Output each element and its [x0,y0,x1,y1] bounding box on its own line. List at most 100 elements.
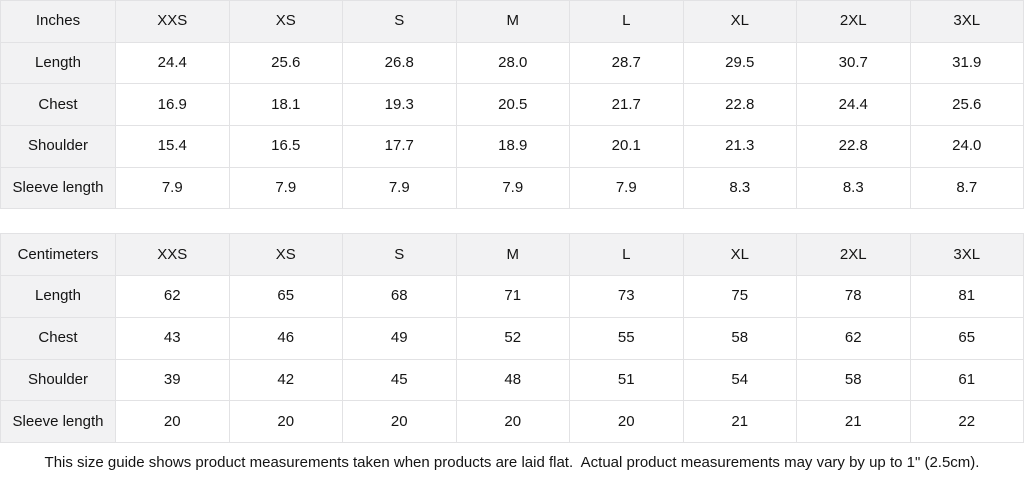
measurement-value-cell: 15.4 [115,125,230,168]
size-header-cell: 3XL [909,233,1024,277]
measurement-value-cell: 17.7 [342,125,457,168]
measurement-value-cell: 7.9 [342,166,457,210]
measurement-label-cell: Shoulder [0,358,116,402]
measurement-value-cell: 25.6 [228,41,343,85]
measurement-label-cell: Chest [0,316,116,360]
measurement-row: Chest 43 46 49 52 55 58 62 65 [0,316,1024,360]
measurement-value-cell: 8.3 [682,166,797,210]
measurement-value-cell: 49 [342,316,457,360]
measurement-value-cell: 58 [682,316,797,360]
measurement-value-cell: 20 [569,400,684,443]
size-header-cell: XS [228,233,343,277]
measurement-label-cell: Sleeve length [0,400,116,443]
measurement-value-cell: 71 [455,275,570,318]
measurement-row: Shoulder 15.4 16.5 17.7 18.9 20.1 21.3 22.8 24.0 [0,125,1024,168]
measurement-value-cell: 81 [909,275,1024,318]
measurement-label-cell: Length [0,275,116,318]
measurement-value-cell: 8.7 [909,166,1024,210]
measurement-value-cell: 21 [682,400,797,443]
measurement-value-cell: 21.7 [569,83,684,127]
measurement-value-cell: 78 [796,275,911,318]
measurement-value-cell: 75 [682,275,797,318]
size-header-row: Centimeters XXS XS S M L XL 2XL 3XL [0,233,1024,277]
size-header-cell: L [569,0,684,43]
measurement-value-cell: 18.9 [455,125,570,168]
size-header-cell: 2XL [796,0,911,43]
centimeters-size-table: Centimeters XXS XS S M L XL 2XL 3XL Length 62 65 68 7… [0,233,1024,443]
size-header-cell: XL [682,233,797,277]
measurement-value-cell: 42 [228,358,343,402]
measurement-value-cell: 54 [682,358,797,402]
measurement-value-cell: 28.7 [569,41,684,85]
measurement-label-cell: Sleeve length [0,166,116,210]
measurement-value-cell: 16.5 [228,125,343,168]
measurement-value-cell: 61 [909,358,1024,402]
measurement-value-cell: 55 [569,316,684,360]
measurement-value-cell: 20.5 [455,83,570,127]
size-header-cell: L [569,233,684,277]
measurement-value-cell: 24.0 [909,125,1024,168]
measurement-value-cell: 46 [228,316,343,360]
measurement-value-cell: 45 [342,358,457,402]
measurement-value-cell: 25.6 [909,83,1024,127]
size-header-cell: XS [228,0,343,43]
measurement-value-cell: 39 [115,358,230,402]
measurement-value-cell: 30.7 [796,41,911,85]
measurement-value-cell: 7.9 [569,166,684,210]
measurement-row: Sleeve length 7.9 7.9 7.9 7.9 7.9 8.3 8.3 8.7 [0,166,1024,210]
measurement-value-cell: 26.8 [342,41,457,85]
measurement-value-cell: 68 [342,275,457,318]
measurement-value-cell: 8.3 [796,166,911,210]
size-header-cell: M [455,0,570,43]
unit-header-cell: Inches [0,0,116,43]
measurement-row: Shoulder 39 42 45 48 51 54 58 61 [0,358,1024,402]
measurement-value-cell: 52 [455,316,570,360]
measurement-value-cell: 62 [796,316,911,360]
measurement-value-cell: 20 [115,400,230,443]
measurement-value-cell: 22.8 [682,83,797,127]
measurement-label-cell: Chest [0,83,116,127]
measurement-value-cell: 24.4 [115,41,230,85]
size-header-cell: M [455,233,570,277]
measurement-value-cell: 65 [909,316,1024,360]
measurement-value-cell: 22.8 [796,125,911,168]
measurement-row: Chest 16.9 18.1 19.3 20.5 21.7 22.8 24.4 25.6 [0,83,1024,127]
size-header-cell: S [342,0,457,43]
measurement-value-cell: 20 [455,400,570,443]
measurement-value-cell: 48 [455,358,570,402]
size-header-cell: 3XL [909,0,1024,43]
unit-header-cell: Centimeters [0,233,116,277]
measurement-label-cell: Length [0,41,116,85]
measurement-value-cell: 19.3 [342,83,457,127]
measurement-row: Sleeve length 20 20 20 20 20 21 21 22 [0,400,1024,443]
measurement-value-cell: 7.9 [115,166,230,210]
measurement-value-cell: 21 [796,400,911,443]
measurement-value-cell: 20.1 [569,125,684,168]
measurement-value-cell: 58 [796,358,911,402]
measurement-value-cell: 31.9 [909,41,1024,85]
size-header-cell: S [342,233,457,277]
measurement-value-cell: 29.5 [682,41,797,85]
measurement-value-cell: 20 [342,400,457,443]
size-guide-note: This size guide shows product measuremen… [0,442,1024,483]
size-guide: Inches XXS XS S M L XL 2XL 3XL Length 24.4 25.6 26.8… [0,0,1024,443]
size-header-cell: XL [682,0,797,43]
measurement-row: Length 24.4 25.6 26.8 28.0 28.7 29.5 30.7 31.9 [0,41,1024,85]
measurement-label-cell: Shoulder [0,125,116,168]
size-header-cell: 2XL [796,233,911,277]
measurement-value-cell: 16.9 [115,83,230,127]
measurement-value-cell: 73 [569,275,684,318]
measurement-value-cell: 7.9 [455,166,570,210]
measurement-value-cell: 18.1 [228,83,343,127]
measurement-value-cell: 43 [115,316,230,360]
size-header-cell: XXS [115,233,230,277]
inches-size-table: Inches XXS XS S M L XL 2XL 3XL Length 24.4 25.6 26.8… [0,0,1024,210]
measurement-value-cell: 65 [228,275,343,318]
measurement-value-cell: 51 [569,358,684,402]
measurement-value-cell: 28.0 [455,41,570,85]
measurement-value-cell: 20 [228,400,343,443]
measurement-row: Length 62 65 68 71 73 75 78 81 [0,275,1024,318]
measurement-value-cell: 22 [909,400,1024,443]
measurement-value-cell: 62 [115,275,230,318]
measurement-value-cell: 21.3 [682,125,797,168]
